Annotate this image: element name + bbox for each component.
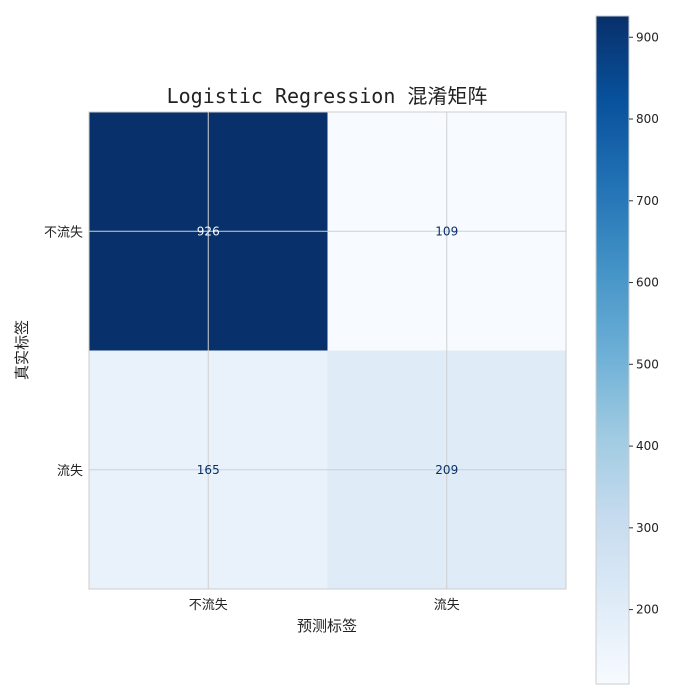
colorbar-tick-label: 500 — [636, 357, 659, 371]
colorbar-tick-label: 800 — [636, 112, 659, 126]
colorbar-tick-label: 200 — [636, 603, 659, 617]
cell-value-labels: 926 109 165 209 — [197, 224, 458, 477]
grid-lines — [89, 112, 566, 589]
colorbar-tick-label: 900 — [636, 30, 659, 44]
y-tick-label: 流失 — [57, 464, 83, 479]
cell-value-label: 926 — [197, 224, 220, 238]
colorbar — [595, 15, 630, 685]
y-tick-label: 不流失 — [44, 225, 83, 240]
x-tick-label: 流失 — [434, 598, 460, 613]
colorbar-tick-label: 700 — [636, 194, 659, 208]
colorbar-ticks: 200 300 400 500 600 700 800 900 — [629, 30, 659, 617]
x-tick-label: 不流失 — [189, 598, 228, 613]
colorbar-tick-label: 400 — [636, 439, 659, 453]
plot-frame — [88, 111, 567, 590]
y-axis-label: 真实标签 — [13, 320, 31, 380]
colorbar-tick-label: 600 — [636, 276, 659, 290]
x-tick-labels: 不流失 流失 — [189, 598, 460, 613]
cell-value-label: 109 — [435, 224, 458, 238]
heatmap-cells — [89, 112, 566, 589]
cell-value-label: 209 — [435, 463, 458, 477]
colorbar-tick-label: 300 — [636, 521, 659, 535]
chart-title: Logistic Regression 混淆矩阵 — [167, 84, 488, 108]
x-axis-label: 预测标签 — [297, 617, 357, 635]
cell-value-label: 165 — [197, 463, 220, 477]
